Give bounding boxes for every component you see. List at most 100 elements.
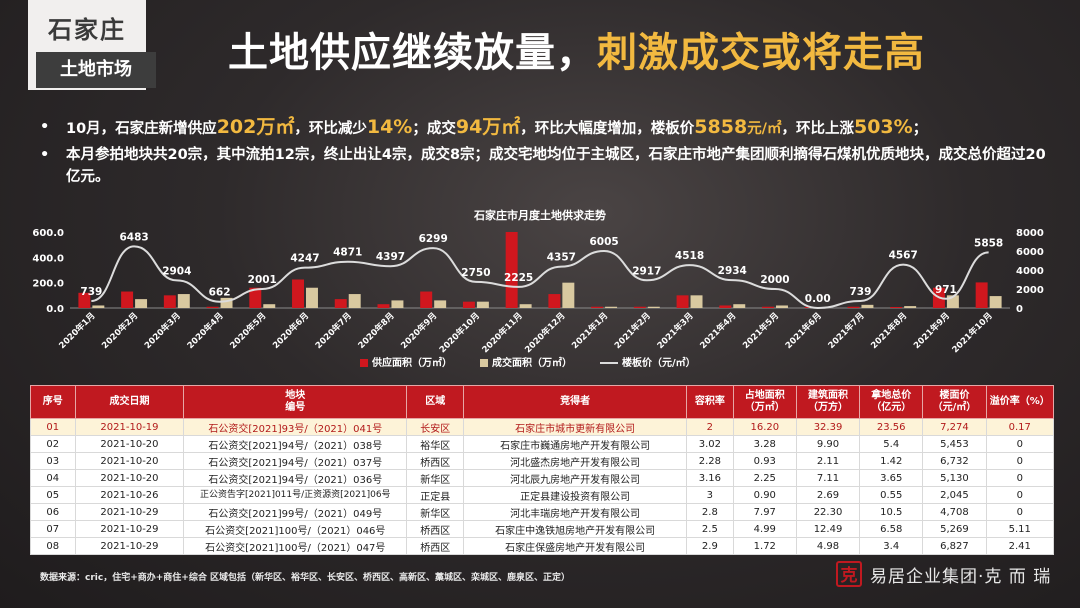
table-cell: 正定县建设投资有限公司 [463, 486, 688, 504]
supply-bar [206, 306, 219, 308]
supply-demand-chart: 石家庄市月度土地供求走势 0.0 200.0 400.0 600.0 0 2000 4000 6… [32, 208, 1044, 369]
table-cell: 石公资交[2021]94号/（2021）038号 [183, 435, 408, 453]
column-header: 占地面积 （万㎡） [732, 385, 797, 419]
column-header: 成交日期 [74, 385, 185, 419]
table-cell: 12.49 [795, 520, 861, 538]
table-cell: 河北辰九房地产开发有限公司 [463, 469, 688, 487]
table-cell: 2.41 [985, 537, 1055, 555]
x-tick-label: 2020年9月 [399, 310, 440, 351]
table-cell: 2021-10-26 [74, 486, 185, 504]
supply-bar [847, 306, 860, 308]
x-tick-label: 2021年4月 [698, 310, 739, 351]
table-row: 02 2021-10-20 石公资交[2021]94号/（2021）038号 裕华区石… [30, 435, 1055, 453]
y-left-tick-label: 600.0 [32, 228, 64, 239]
supply-bar [163, 295, 176, 308]
price-data-label: 662 [209, 287, 231, 299]
table-cell: 4,708 [922, 503, 987, 521]
table-cell: 16.20 [732, 418, 797, 436]
table-cell: 石公资交[2021]99号/（2021）049号 [183, 503, 408, 521]
supply-bar [975, 282, 988, 308]
supply-bar [462, 301, 475, 308]
table-cell: 5.11 [985, 520, 1055, 538]
deal-bar [476, 301, 489, 308]
column-header: 容积率 [686, 385, 734, 419]
legend-label-price: 楼板价（元/㎡） [622, 356, 696, 369]
legend-swatch-supply [360, 359, 368, 367]
x-tick-label: 2020年8月 [356, 310, 397, 351]
x-tick-label: 2020年12月 [523, 310, 568, 355]
deal-bar [306, 287, 318, 308]
x-tick-label: 2020年7月 [313, 310, 354, 351]
x-tick-label: 2021年6月 [783, 310, 824, 351]
column-header: 竞得者 [463, 385, 688, 419]
table-cell: 2.69 [795, 486, 861, 504]
column-header: 序号 [30, 385, 76, 419]
table-cell: 桥西区 [406, 520, 465, 538]
table-cell: 0 [985, 503, 1055, 521]
table-cell: 1.42 [859, 452, 924, 470]
price-data-label: 2001 [248, 274, 277, 286]
table-row: 07 2021-10-29 石公资交[2021]100号/（2021）046号 桥西区… [30, 520, 1055, 538]
legend-swatch-deal [480, 359, 488, 367]
table-cell: 02 [30, 435, 76, 453]
price-data-label: 4397 [376, 251, 405, 263]
deal-bar [733, 304, 746, 308]
x-tick-label: 2021年1月 [569, 310, 610, 351]
y-left-tick-label: 400.0 [32, 253, 64, 264]
table-cell: 0 [985, 435, 1055, 453]
city-name: 石家庄 [48, 16, 126, 44]
table-cell: 0 [985, 452, 1055, 470]
table-row: 05 2021-10-26 正公资告字[2021]011号/正资源资[2021]06… [30, 486, 1055, 504]
table-row: 04 2021-10-20 石公资交[2021]94号/（2021）036号 新华区河… [30, 469, 1055, 487]
table-cell: 0.90 [732, 486, 797, 504]
deal-bar [519, 304, 532, 308]
supply-bar [633, 306, 646, 308]
bullet-2: • 本月参拍地块共20宗，其中流拍12宗，终止出让4宗，成交8宗；成交宅地均位于… [38, 144, 1058, 188]
table-cell: 0.17 [985, 418, 1055, 436]
price-data-label: 2917 [632, 265, 661, 277]
table-cell: 5,130 [922, 469, 987, 487]
table-cell: 河北丰瑞房地产开发有限公司 [463, 503, 688, 521]
data-source-note: 数据来源：cric，住宅+商办+商住+综合 区域包括（新华区、裕华区、长安区、桥… [40, 573, 570, 583]
price-data-label: 4567 [889, 250, 918, 262]
supply-bar [78, 292, 91, 308]
table-cell: 长安区 [406, 418, 465, 436]
price-data-label: 5858 [974, 237, 1003, 249]
table-cell: 新华区 [406, 503, 465, 521]
deal-bar [348, 294, 361, 308]
supply-bar [121, 291, 134, 308]
table-cell: 石家庄市巍通房地产开发有限公司 [463, 435, 688, 453]
deal-bar [904, 306, 917, 308]
table-cell: 5,453 [922, 435, 987, 453]
supply-bar [890, 307, 903, 308]
title-part-2: 刺激成交或将走高 [597, 30, 925, 76]
price-data-label: 6299 [419, 233, 448, 245]
table-cell: 桥西区 [406, 452, 465, 470]
table-cell: 7.97 [732, 503, 797, 521]
deal-bar [135, 299, 148, 308]
table-cell: 2.25 [732, 469, 797, 487]
table-cell: 7,274 [922, 418, 987, 436]
deal-bar [263, 304, 276, 308]
legend-label-deal: 成交面积（万㎡） [492, 356, 572, 369]
column-header: 建筑面积 （万方） [795, 385, 861, 419]
deal-bar [434, 300, 447, 308]
table-cell: 07 [30, 520, 76, 538]
price-line [91, 245, 989, 310]
table-cell: 4.99 [732, 520, 797, 538]
supply-bar [591, 306, 604, 308]
column-header: 地块 编号 [183, 385, 408, 419]
price-data-label: 4247 [290, 253, 319, 265]
supply-bar [334, 299, 347, 308]
table-cell: 4.98 [795, 537, 861, 555]
supply-bar [377, 304, 390, 308]
table-cell: 5.4 [859, 435, 924, 453]
y-right-tick-label: 4000 [1016, 266, 1044, 277]
price-data-label: 4871 [333, 247, 362, 259]
table-cell: 3.4 [859, 537, 924, 555]
supply-bar [249, 287, 262, 308]
table-cell: 2.5 [686, 520, 734, 538]
deal-bar [605, 306, 618, 308]
x-tick-label: 2021年8月 [869, 310, 910, 351]
deal-bar [647, 306, 660, 308]
